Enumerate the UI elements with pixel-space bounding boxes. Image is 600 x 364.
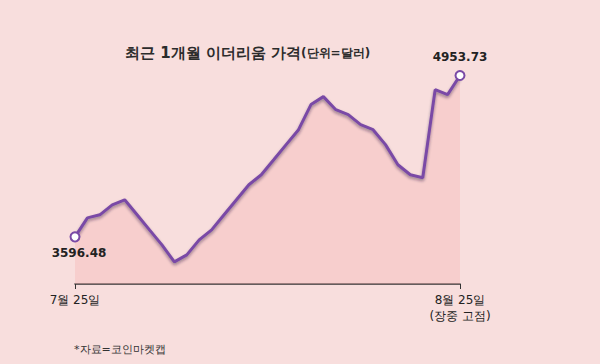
svg-text:*자료=코인마켓캡: *자료=코인마켓캡 xyxy=(74,343,166,356)
svg-text:7월 25일: 7월 25일 xyxy=(50,293,101,307)
svg-text:(단위=달러): (단위=달러) xyxy=(301,46,370,60)
svg-text:(장중 고점): (장중 고점) xyxy=(429,309,490,323)
svg-text:3596.48: 3596.48 xyxy=(52,246,107,260)
svg-text:4953.73: 4953.73 xyxy=(433,50,488,64)
svg-text:8월 25일: 8월 25일 xyxy=(435,293,486,307)
svg-text:최근 1개월 이더리움 가격: 최근 1개월 이더리움 가격 xyxy=(125,44,301,62)
